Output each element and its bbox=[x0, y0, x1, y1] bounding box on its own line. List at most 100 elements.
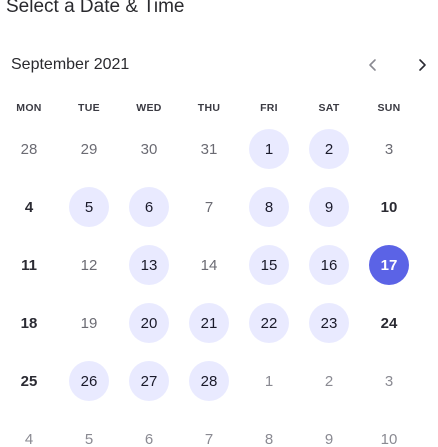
day-button[interactable]: 2 bbox=[324, 372, 334, 390]
day-button[interactable]: 6 bbox=[129, 187, 169, 227]
weekday-label: TUE bbox=[78, 102, 100, 114]
day-cell: 10 bbox=[369, 410, 429, 447]
weekday-label: SUN bbox=[377, 102, 401, 114]
day-cell: 5 bbox=[69, 178, 129, 236]
day-button[interactable]: 21 bbox=[189, 303, 229, 343]
day-cell: 20 bbox=[129, 294, 189, 352]
weekday-label: WED bbox=[136, 102, 162, 114]
day-button[interactable]: 16 bbox=[309, 245, 349, 285]
day-cell: 28 bbox=[189, 352, 249, 410]
day-cell: 6 bbox=[129, 178, 189, 236]
day-cell: 16 bbox=[309, 236, 369, 294]
weekday-header: FRI bbox=[249, 96, 309, 120]
weekday-header: SAT bbox=[309, 96, 369, 120]
day-button[interactable]: 18 bbox=[20, 314, 38, 332]
day-button[interactable]: 30 bbox=[140, 140, 158, 158]
day-button[interactable]: 3 bbox=[384, 140, 394, 158]
day-cell: 7 bbox=[189, 178, 249, 236]
day-cell: 31 bbox=[189, 120, 249, 178]
day-cell: 1 bbox=[249, 352, 309, 410]
day-button[interactable]: 1 bbox=[249, 129, 289, 169]
day-cell: 23 bbox=[309, 294, 369, 352]
weekday-header: THU bbox=[189, 96, 249, 120]
day-button[interactable]: 19 bbox=[80, 314, 98, 332]
day-button[interactable]: 10 bbox=[380, 430, 398, 447]
day-cell: 5 bbox=[69, 410, 129, 447]
weekday-label: FRI bbox=[260, 102, 278, 114]
day-button[interactable]: 8 bbox=[264, 430, 274, 447]
chevron-right-icon bbox=[419, 59, 426, 71]
day-button[interactable]: 23 bbox=[309, 303, 349, 343]
day-button[interactable]: 12 bbox=[80, 256, 98, 274]
day-button[interactable]: 14 bbox=[200, 256, 218, 274]
day-button[interactable]: 11 bbox=[21, 256, 37, 274]
day-cell: 4 bbox=[9, 178, 69, 236]
day-cell: 12 bbox=[69, 236, 129, 294]
day-cell: 21 bbox=[189, 294, 249, 352]
day-cell: 8 bbox=[249, 410, 309, 447]
day-cell: 14 bbox=[189, 236, 249, 294]
weekday-label: THU bbox=[197, 102, 221, 114]
day-button[interactable]: 4 bbox=[24, 430, 34, 447]
day-button[interactable]: 13 bbox=[129, 245, 169, 285]
day-cell: 1 bbox=[249, 120, 309, 178]
weekday-header: TUE bbox=[69, 96, 129, 120]
day-button[interactable]: 22 bbox=[249, 303, 289, 343]
day-cell: 26 bbox=[69, 352, 129, 410]
day-cell: 30 bbox=[129, 120, 189, 178]
page-title: Select a Date & Time bbox=[6, 0, 185, 17]
day-cell: 22 bbox=[249, 294, 309, 352]
day-cell: 17 bbox=[369, 236, 429, 294]
day-button[interactable]: 7 bbox=[204, 198, 214, 216]
day-button[interactable]: 29 bbox=[80, 140, 98, 158]
next-month-button[interactable] bbox=[409, 52, 435, 78]
day-button[interactable]: 15 bbox=[249, 245, 289, 285]
day-button[interactable]: 4 bbox=[24, 198, 34, 216]
day-button[interactable]: 25 bbox=[20, 372, 38, 390]
day-cell: 3 bbox=[369, 120, 429, 178]
day-button[interactable]: 10 bbox=[380, 198, 398, 216]
day-cell: 25 bbox=[9, 352, 69, 410]
day-cell: 6 bbox=[129, 410, 189, 447]
day-button[interactable]: 28 bbox=[20, 140, 38, 158]
calendar-grid: MON TUE WED THU FRI SAT SUN 28 29 30 31 1 2 3 4 5 6 7 8 9 10… bbox=[9, 96, 429, 447]
day-button[interactable]: 5 bbox=[84, 430, 94, 447]
weekday-header: WED bbox=[129, 96, 189, 120]
day-button[interactable]: 7 bbox=[204, 430, 214, 447]
day-button[interactable]: 24 bbox=[380, 314, 398, 332]
day-button[interactable]: 6 bbox=[144, 430, 154, 447]
day-button[interactable]: 9 bbox=[309, 187, 349, 227]
day-cell: 28 bbox=[9, 120, 69, 178]
day-button[interactable]: 3 bbox=[384, 372, 394, 390]
day-cell: 27 bbox=[129, 352, 189, 410]
day-cell: 8 bbox=[249, 178, 309, 236]
selected-day-button[interactable]: 17 bbox=[369, 245, 409, 285]
chevron-left-icon bbox=[369, 59, 376, 71]
previous-month-button[interactable] bbox=[360, 52, 386, 78]
day-button[interactable]: 9 bbox=[324, 430, 334, 447]
weekday-label: MON bbox=[16, 102, 42, 114]
weekday-header: MON bbox=[9, 96, 69, 120]
weekday-label: SAT bbox=[318, 102, 340, 114]
day-button[interactable]: 27 bbox=[129, 361, 169, 401]
day-button[interactable]: 20 bbox=[129, 303, 169, 343]
day-cell: 9 bbox=[309, 178, 369, 236]
day-button[interactable]: 26 bbox=[69, 361, 109, 401]
day-cell: 3 bbox=[369, 352, 429, 410]
day-button[interactable]: 2 bbox=[309, 129, 349, 169]
month-label: September 2021 bbox=[11, 56, 130, 73]
day-cell: 4 bbox=[9, 410, 69, 447]
day-button[interactable]: 28 bbox=[189, 361, 229, 401]
day-button[interactable]: 31 bbox=[200, 140, 218, 158]
day-cell: 13 bbox=[129, 236, 189, 294]
weekday-header: SUN bbox=[369, 96, 429, 120]
day-cell: 2 bbox=[309, 352, 369, 410]
day-cell: 11 bbox=[9, 236, 69, 294]
day-button[interactable]: 5 bbox=[69, 187, 109, 227]
day-button[interactable]: 8 bbox=[249, 187, 289, 227]
month-navigation: September 2021 bbox=[11, 52, 426, 80]
day-cell: 19 bbox=[69, 294, 129, 352]
day-button[interactable]: 1 bbox=[264, 372, 274, 390]
day-cell: 7 bbox=[189, 410, 249, 447]
